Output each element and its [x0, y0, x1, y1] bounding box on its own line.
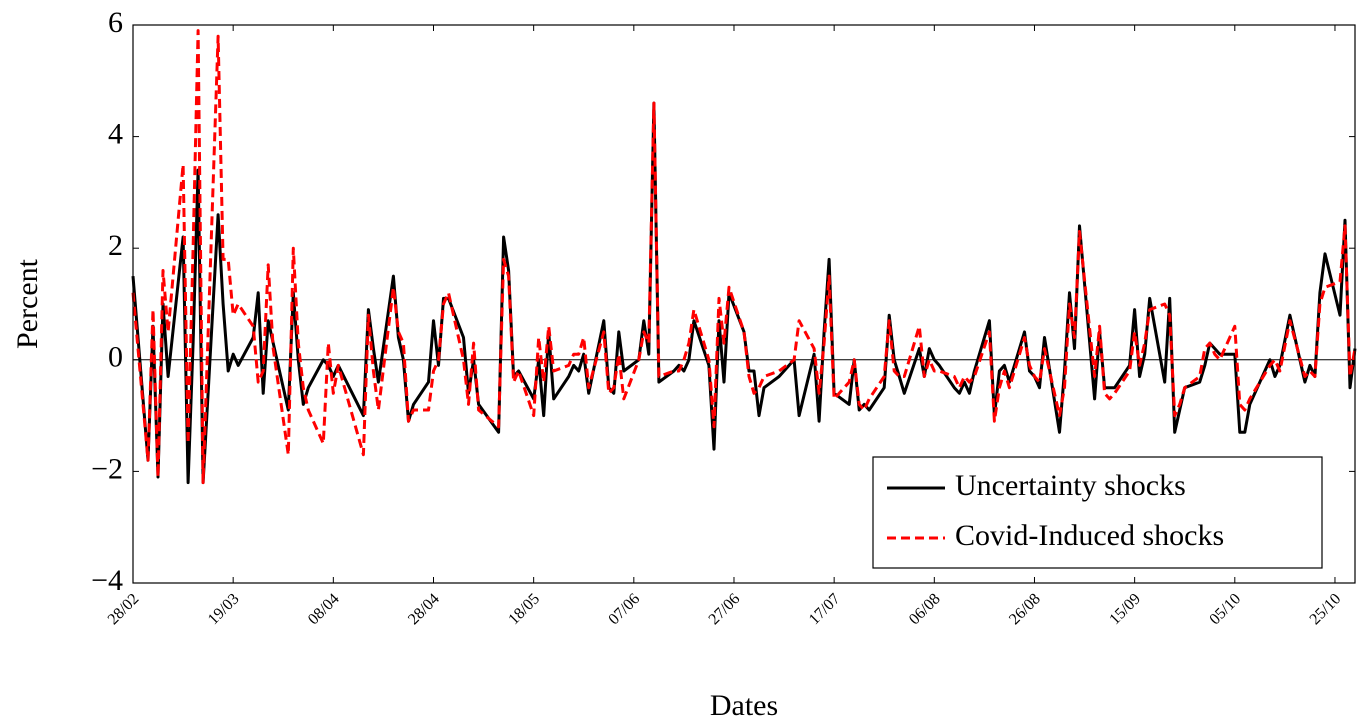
x-tick-label: 15/09	[1106, 590, 1144, 628]
legend-box	[872, 456, 1323, 569]
series-line	[131, 29, 1357, 485]
x-tick-label: 28/04	[405, 590, 443, 628]
x-tick-label: 17/07	[806, 590, 844, 628]
x-tick-label: 06/08	[906, 590, 944, 628]
y-tick-label: 6	[108, 6, 123, 39]
plot-frame	[132, 24, 1356, 584]
y-tick-label: 4	[108, 117, 123, 150]
x-tick-label: 26/08	[1006, 590, 1044, 628]
x-tick-label: 25/10	[1307, 590, 1345, 628]
x-tick-label: 27/06	[706, 590, 744, 628]
y-axis-label: Percent	[11, 258, 44, 349]
x-axis-label: Dates	[710, 689, 778, 722]
y-tick-label: 0	[108, 341, 123, 374]
x-tick-label: 07/06	[605, 590, 643, 628]
x-tick-label: 18/05	[505, 590, 543, 628]
y-tick-label: −4	[91, 564, 123, 597]
legend-label: Covid-Induced shocks	[955, 519, 1224, 552]
legend: Uncertainty shocks Covid-Induced shocks	[872, 456, 1323, 569]
legend-label: Uncertainty shocks	[955, 469, 1186, 502]
y-tick-label: −2	[91, 452, 123, 485]
x-tick-label: 08/04	[305, 590, 343, 628]
x-tick-label: 05/10	[1206, 590, 1244, 628]
x-tick-label: 19/03	[205, 590, 243, 628]
y-tick-label: 2	[108, 229, 123, 262]
